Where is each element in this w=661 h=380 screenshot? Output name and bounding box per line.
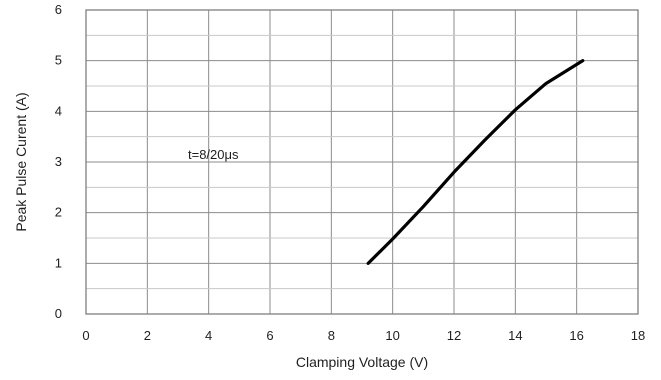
x-tick-label: 18 <box>631 328 645 343</box>
x-tick-label: 10 <box>385 328 399 343</box>
y-tick-labels: 0 1 2 3 4 5 6 <box>55 2 62 321</box>
series-layer <box>366 59 585 265</box>
x-tick-label: 0 <box>82 328 89 343</box>
y-tick-label: 2 <box>55 205 62 220</box>
y-tick-label: 6 <box>55 2 62 17</box>
x-tick-label: 6 <box>266 328 273 343</box>
x-tick-label: 8 <box>328 328 335 343</box>
y-tick-label: 4 <box>55 103 62 118</box>
y-tick-label: 1 <box>55 255 62 270</box>
x-tick-label: 16 <box>569 328 583 343</box>
x-axis-title: Clamping Voltage (V) <box>296 354 428 370</box>
x-tick-label: 12 <box>447 328 461 343</box>
x-tick-label: 2 <box>144 328 151 343</box>
pulse-annotation: t=8/20μs <box>188 147 239 162</box>
y-tick-label: 3 <box>55 154 62 169</box>
plot-border <box>85 9 639 315</box>
y-tick-label: 0 <box>55 306 62 321</box>
x-tick-label: 14 <box>508 328 522 343</box>
y-axis-title: Peak Pulse Curent (A) <box>13 92 29 231</box>
series-line <box>366 59 585 265</box>
x-tick-label: 4 <box>205 328 212 343</box>
x-tick-labels: 0 2 4 6 8 10 12 14 16 18 <box>82 328 645 343</box>
y-tick-label: 5 <box>55 53 62 68</box>
